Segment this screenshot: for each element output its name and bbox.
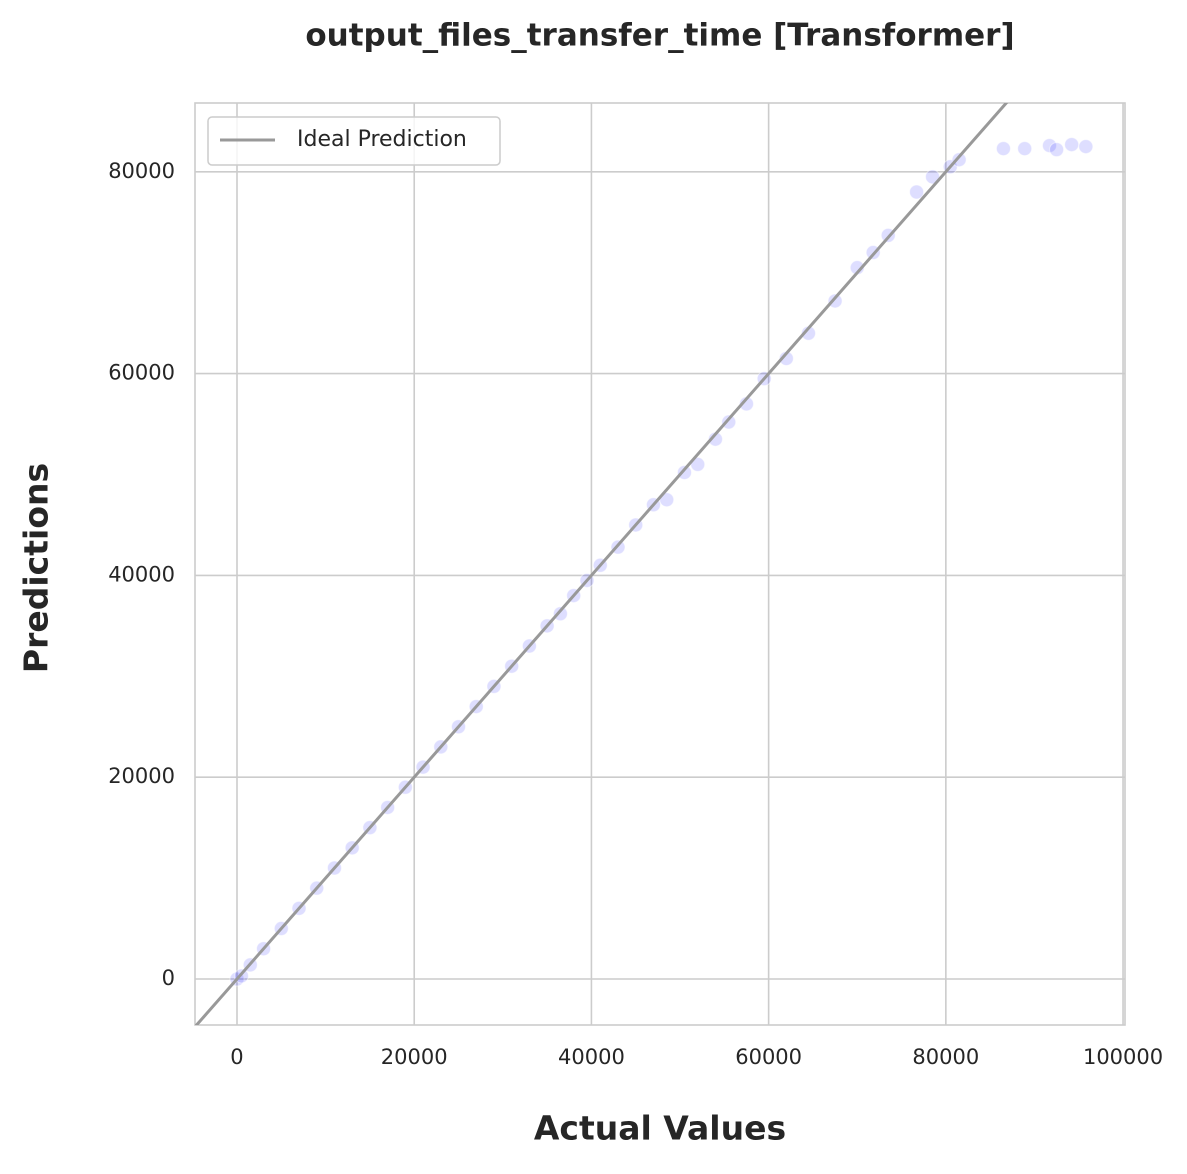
legend-label: Ideal Prediction (297, 127, 467, 152)
point (552, 606, 568, 622)
point (721, 414, 737, 430)
x-axis-label: Actual Values (534, 1109, 786, 1148)
y-tick-label: 80000 (108, 159, 175, 183)
x-tick-label: 40000 (558, 1045, 625, 1069)
y-tick-label: 60000 (108, 361, 175, 385)
point (827, 293, 843, 309)
chart-title: output_files_transfer_time [Transformer] (305, 18, 1014, 54)
point (1042, 138, 1058, 154)
point (1064, 137, 1080, 153)
point (909, 184, 925, 200)
plot-area (195, 103, 1094, 1025)
y-tick-label: 40000 (108, 562, 175, 586)
point (1078, 139, 1094, 155)
point (995, 141, 1011, 157)
x-tick-label: 60000 (735, 1045, 802, 1069)
plot-frame (194, 102, 1126, 1026)
legend-box (207, 116, 501, 166)
ideal-line (195, 103, 1009, 1025)
point (1017, 141, 1033, 157)
x-tick-label: 0 (230, 1045, 243, 1069)
x-tick-label: 80000 (912, 1045, 979, 1069)
y-tick-label: 0 (162, 966, 175, 990)
y-axis-label: Predictions (17, 463, 56, 673)
y-tick-label: 20000 (108, 764, 175, 788)
x-tick-label: 100000 (1083, 1045, 1163, 1069)
point (676, 464, 692, 480)
x-tick-label: 20000 (381, 1045, 448, 1069)
point (1049, 142, 1065, 158)
point (951, 152, 967, 168)
